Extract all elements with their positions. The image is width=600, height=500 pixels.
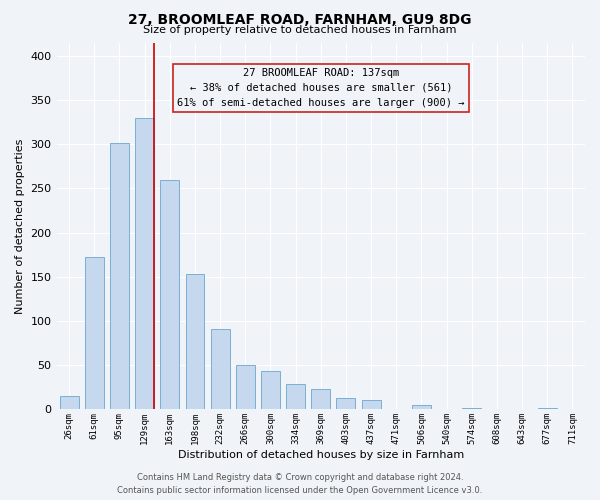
Text: Contains HM Land Registry data © Crown copyright and database right 2024.
Contai: Contains HM Land Registry data © Crown c… <box>118 474 482 495</box>
Text: 27, BROOMLEAF ROAD, FARNHAM, GU9 8DG: 27, BROOMLEAF ROAD, FARNHAM, GU9 8DG <box>128 12 472 26</box>
Bar <box>110 144 129 410</box>
Bar <box>463 408 481 410</box>
Bar <box>563 408 582 410</box>
Bar <box>362 400 380 409</box>
Bar <box>85 258 104 410</box>
Bar <box>59 396 79 409</box>
Y-axis label: Number of detached properties: Number of detached properties <box>15 138 25 314</box>
Text: 27 BROOMLEAF ROAD: 137sqm
← 38% of detached houses are smaller (561)
61% of semi: 27 BROOMLEAF ROAD: 137sqm ← 38% of detac… <box>177 68 464 108</box>
Bar <box>538 408 557 410</box>
Bar <box>160 180 179 410</box>
X-axis label: Distribution of detached houses by size in Farnham: Distribution of detached houses by size … <box>178 450 464 460</box>
Bar <box>135 118 154 410</box>
Text: Size of property relative to detached houses in Farnham: Size of property relative to detached ho… <box>143 25 457 35</box>
Bar <box>261 372 280 410</box>
Bar <box>236 365 255 410</box>
Bar <box>311 389 330 409</box>
Bar <box>185 274 205 409</box>
Bar <box>211 329 230 409</box>
Bar <box>286 384 305 409</box>
Bar <box>412 405 431 409</box>
Bar <box>337 398 355 409</box>
